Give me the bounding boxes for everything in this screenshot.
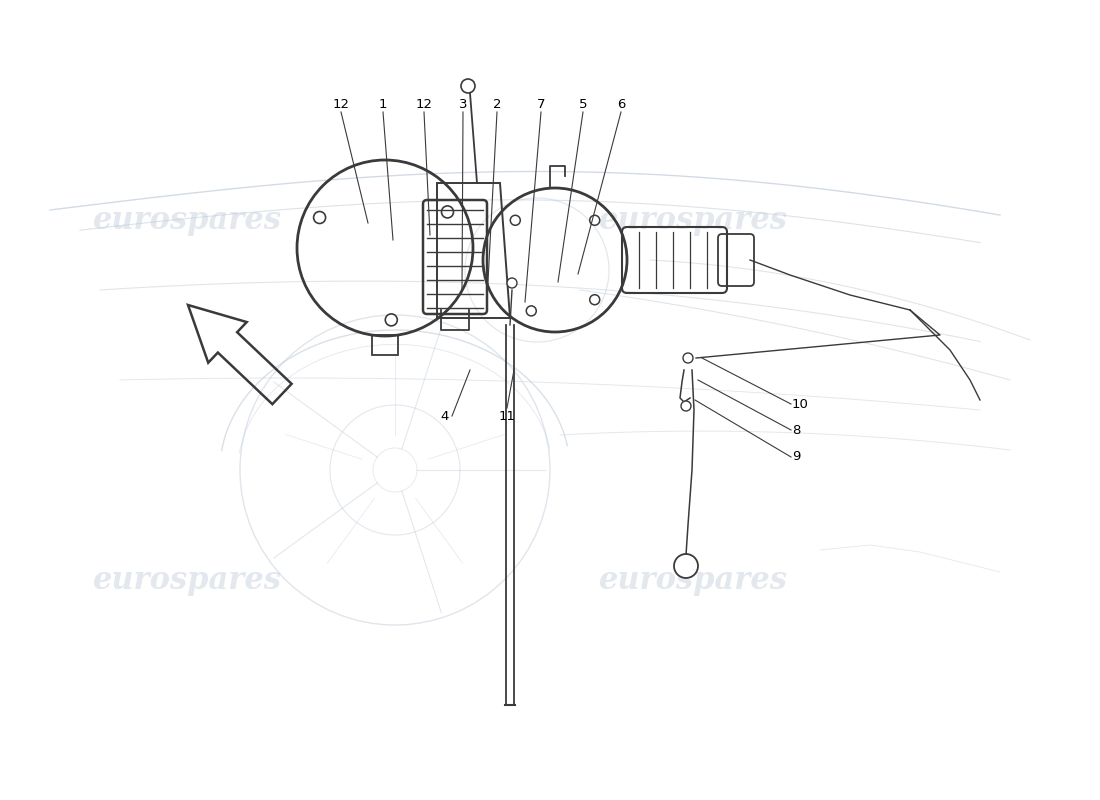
Text: 10: 10	[792, 398, 808, 410]
Circle shape	[385, 314, 397, 326]
Text: 12: 12	[416, 98, 432, 110]
Circle shape	[590, 215, 600, 226]
Text: eurospares: eurospares	[598, 565, 788, 595]
Text: 9: 9	[792, 450, 801, 463]
Text: 4: 4	[441, 410, 449, 422]
Circle shape	[681, 401, 691, 411]
Text: 7: 7	[537, 98, 546, 110]
Circle shape	[526, 306, 537, 316]
Circle shape	[441, 206, 453, 218]
Circle shape	[674, 554, 698, 578]
Text: 1: 1	[378, 98, 387, 110]
Text: 8: 8	[792, 423, 801, 437]
Text: 12: 12	[332, 98, 350, 110]
Circle shape	[507, 278, 517, 288]
Text: 3: 3	[459, 98, 468, 110]
Circle shape	[314, 211, 326, 223]
Text: 11: 11	[498, 410, 516, 422]
Circle shape	[590, 294, 600, 305]
Text: eurospares: eurospares	[92, 565, 282, 595]
Circle shape	[510, 215, 520, 226]
Text: eurospares: eurospares	[92, 205, 282, 235]
Text: eurospares: eurospares	[598, 205, 788, 235]
Circle shape	[461, 79, 475, 93]
Text: 6: 6	[617, 98, 625, 110]
Circle shape	[683, 353, 693, 363]
Text: 5: 5	[579, 98, 587, 110]
Text: 2: 2	[493, 98, 502, 110]
